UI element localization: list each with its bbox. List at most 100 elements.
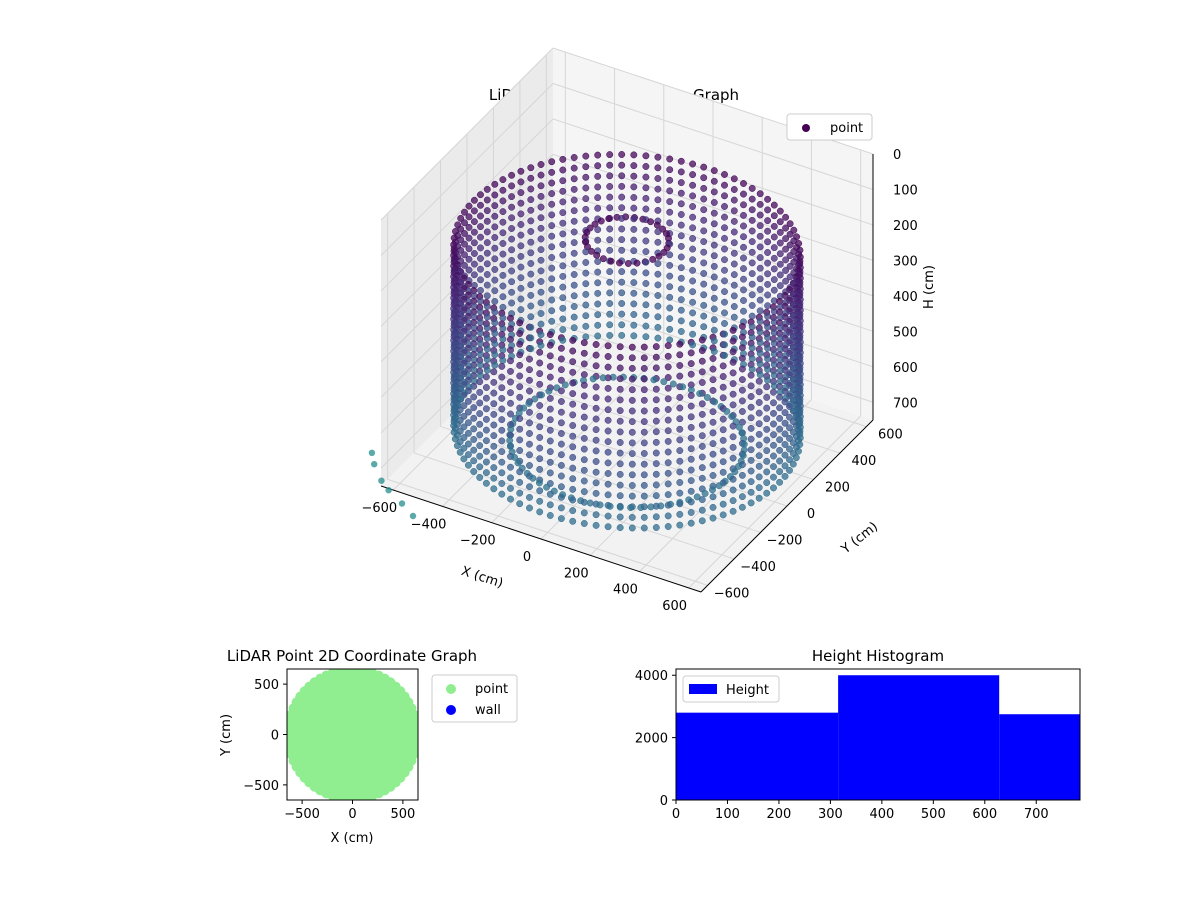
point-3d xyxy=(786,252,794,260)
point-3d xyxy=(559,166,567,174)
point-3d xyxy=(491,255,499,263)
point-3d xyxy=(628,354,636,362)
point-3d xyxy=(654,164,662,172)
point-3d xyxy=(548,296,556,304)
y3-tick-label: −400 xyxy=(740,560,776,575)
point-3d xyxy=(516,340,524,348)
point-3d xyxy=(507,314,514,322)
point-3d xyxy=(652,492,660,500)
point-3d xyxy=(642,280,650,287)
point-3d xyxy=(457,214,465,222)
grid-z-back xyxy=(552,153,874,261)
y3-tick-label: 600 xyxy=(878,428,903,443)
point-3d xyxy=(461,251,468,259)
point-3d xyxy=(729,337,737,345)
point-3d xyxy=(526,451,533,459)
point-3d xyxy=(536,412,544,420)
point-3d xyxy=(559,272,567,280)
point-3d xyxy=(580,445,588,453)
point-3d xyxy=(654,302,662,310)
point-3d xyxy=(546,448,554,456)
point-3d xyxy=(570,164,578,172)
point-3d xyxy=(477,265,484,273)
point-3d xyxy=(630,289,638,297)
point-3d xyxy=(747,456,755,464)
point-3d xyxy=(730,303,738,310)
histogram-title: Height Histogram xyxy=(812,647,944,665)
point-3d xyxy=(604,480,612,488)
point-3d xyxy=(499,250,507,258)
point-3d xyxy=(580,456,588,464)
point-3d xyxy=(776,478,784,486)
point-3d xyxy=(569,400,577,408)
chart-3d-zlabel: H (cm) xyxy=(922,265,937,309)
point-3d xyxy=(700,227,708,235)
point-3d xyxy=(748,259,756,267)
point-3d xyxy=(640,450,648,457)
point-3d xyxy=(679,383,687,391)
point-3d xyxy=(498,490,506,498)
point-3d xyxy=(499,271,507,279)
point-3d xyxy=(599,374,607,382)
point-3d xyxy=(483,207,491,215)
point-3d xyxy=(677,179,685,187)
point-3d xyxy=(618,268,626,276)
point-3d xyxy=(592,489,600,497)
point-3d xyxy=(687,402,695,410)
point-3d xyxy=(652,353,660,361)
point-3d xyxy=(781,451,789,459)
point-3d xyxy=(490,432,498,440)
point-3d xyxy=(548,254,556,261)
point-3d xyxy=(676,362,684,369)
point-3d xyxy=(630,172,638,180)
point-3d xyxy=(569,464,577,472)
point-3d xyxy=(664,512,672,520)
point-3d xyxy=(748,248,756,256)
point-3d xyxy=(666,155,674,163)
point-3d xyxy=(786,230,794,238)
point-3d xyxy=(371,461,378,468)
point-3d xyxy=(729,326,737,334)
point-3d xyxy=(569,411,577,419)
y2-tick-label: 500 xyxy=(254,678,279,693)
point-3d xyxy=(710,252,718,260)
point-3d xyxy=(640,386,648,394)
point-3d xyxy=(689,171,697,179)
point-3d xyxy=(755,399,763,406)
point-3d xyxy=(747,446,755,454)
point-3d xyxy=(606,172,614,180)
point-3d xyxy=(606,289,614,297)
point-3d xyxy=(499,229,507,237)
point-3d xyxy=(628,407,636,415)
y2-tick-label: −500 xyxy=(243,779,279,794)
point-3d xyxy=(721,224,728,232)
point-3d xyxy=(569,347,577,355)
point-3d xyxy=(776,218,784,226)
point-3d xyxy=(640,492,648,500)
point-3d xyxy=(526,440,533,448)
point-3d xyxy=(730,186,738,193)
x2-tick-label: 0 xyxy=(348,807,356,822)
z3-tick-label: 200 xyxy=(893,219,918,234)
point-3d xyxy=(770,276,778,284)
point-3d xyxy=(710,284,718,292)
point-3d xyxy=(594,162,602,170)
point-3d xyxy=(740,190,747,198)
point-3d xyxy=(580,339,588,347)
point-3d xyxy=(537,182,545,190)
point-3d xyxy=(569,336,577,344)
grid-z-back xyxy=(552,82,874,190)
grid-y-floor xyxy=(413,452,735,560)
point-3d xyxy=(711,398,719,406)
point-3d xyxy=(786,445,793,453)
x3-tick-label: 0 xyxy=(523,550,531,565)
point-3d xyxy=(687,455,695,463)
point-3d xyxy=(689,288,697,296)
point-3d xyxy=(698,400,706,408)
y2-tick-label: 0 xyxy=(271,729,279,744)
point-3d xyxy=(461,261,468,269)
point-3d xyxy=(569,358,577,366)
point-3d xyxy=(604,395,612,403)
point-3d xyxy=(709,461,717,469)
point-3d xyxy=(482,384,490,391)
